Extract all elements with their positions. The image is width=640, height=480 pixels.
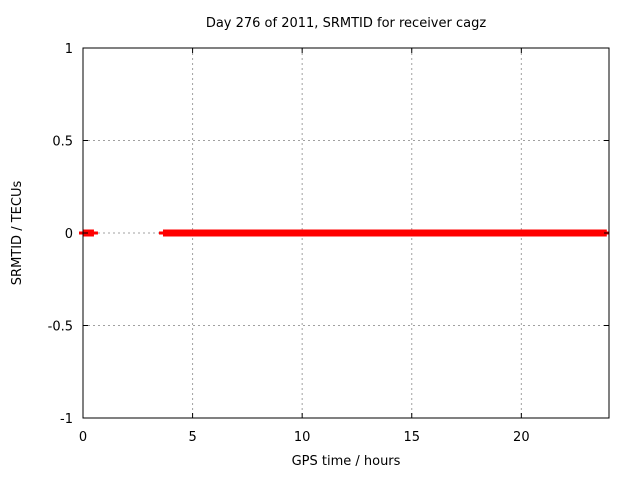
x-tick-label: 5	[188, 430, 196, 445]
y-axis-label: SRMTID / TECUs	[10, 181, 25, 286]
x-axis-label: GPS time / hours	[292, 454, 401, 469]
x-tick-label: 10	[294, 430, 311, 445]
chart-title: Day 276 of 2011, SRMTID for receiver cag…	[206, 16, 487, 31]
x-tick-label: 20	[513, 430, 530, 445]
y-tick-label: 1	[65, 42, 73, 57]
y-tick-label: -1	[60, 412, 73, 427]
y-tick-label: 0	[65, 227, 73, 242]
chart-plot-area: 0 5 10 15 20 -1 -0.5 0 0.5 1	[48, 42, 610, 445]
x-tick-label: 0	[79, 430, 87, 445]
y-tick-label: 0.5	[52, 135, 73, 150]
y-tick-label: -0.5	[48, 320, 73, 335]
x-tick-label: 15	[403, 430, 420, 445]
